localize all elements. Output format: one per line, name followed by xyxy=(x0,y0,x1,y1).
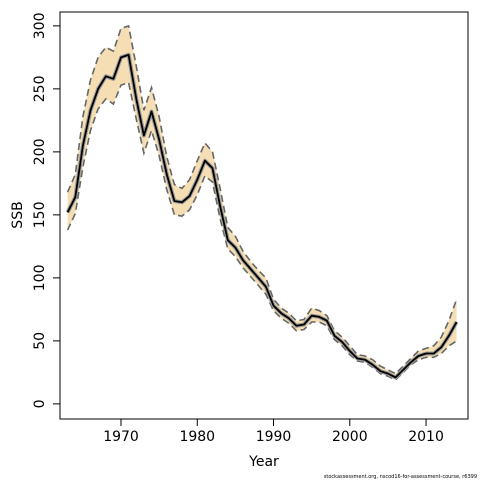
y-tick-label: 50 xyxy=(32,332,48,350)
estimate-line-halo xyxy=(65,52,459,380)
x-tick-label: 2000 xyxy=(332,429,368,445)
x-axis: 1970 1980 1990 2000 2010 xyxy=(103,418,444,445)
x-axis-title: Year xyxy=(248,454,279,470)
y-axis: 0 50 100 150 200 250 300 xyxy=(32,12,61,408)
x-tick-label: 2010 xyxy=(408,429,444,445)
lower-bound-line xyxy=(66,81,458,381)
upper-bound-line xyxy=(66,24,458,375)
x-tick-label: 1980 xyxy=(179,429,215,445)
y-tick-label: 0 xyxy=(32,399,48,408)
x-tick-label: 1970 xyxy=(103,429,139,445)
y-tick-label: 300 xyxy=(32,12,48,39)
y-tick-label: 200 xyxy=(32,138,48,165)
y-axis-title: SSB xyxy=(10,201,26,228)
x-tick-label: 1990 xyxy=(256,429,292,445)
caption: stockassessment.org, nscod16-for-assessm… xyxy=(324,474,477,480)
y-tick-label: 100 xyxy=(32,265,48,292)
y-tick-label: 150 xyxy=(32,202,48,229)
y-tick-label: 250 xyxy=(32,75,48,102)
confidence-band xyxy=(67,25,457,380)
estimate-line xyxy=(66,53,458,379)
